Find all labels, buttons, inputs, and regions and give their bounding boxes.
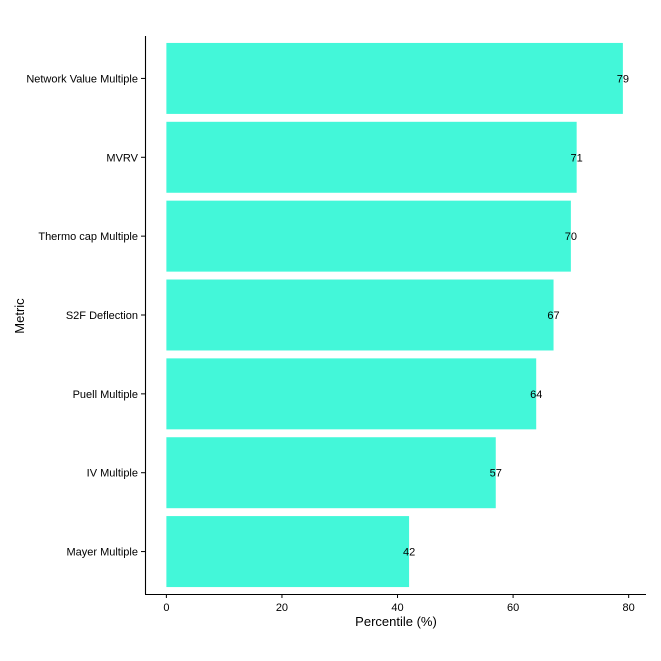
bar-value-label: 71 <box>571 152 583 164</box>
x-tick-label: 0 <box>163 602 169 614</box>
bars-group <box>166 42 623 588</box>
x-tick-label: 60 <box>507 602 519 614</box>
x-tick-label: 80 <box>623 602 635 614</box>
data-labels-group: 79 71 70 67 64 57 42 <box>403 73 629 558</box>
bar <box>166 200 571 272</box>
y-tick-label: Mayer Multiple <box>66 547 138 559</box>
bar <box>166 358 537 430</box>
y-tick-label: Puell Multiple <box>73 389 138 401</box>
y-axis-ticks: Network Value Multiple MVRV Thermo cap Mul… <box>26 73 145 559</box>
bar-value-label: 42 <box>403 547 415 559</box>
y-tick-label: MVRV <box>106 152 138 164</box>
y-tick-label: Thermo cap Multiple <box>38 231 138 243</box>
bar <box>166 279 554 351</box>
x-axis-title: Percentile (%) <box>355 614 437 629</box>
x-axis-ticks: 0 20 40 60 80 <box>163 594 635 614</box>
bar <box>166 437 496 509</box>
y-tick-label: S2F Deflection <box>66 310 138 322</box>
x-tick-label: 20 <box>276 602 288 614</box>
bar <box>166 42 623 114</box>
bar <box>166 516 410 588</box>
bar-value-label: 64 <box>530 389 542 401</box>
y-tick-label: Network Value Multiple <box>26 73 138 85</box>
bar-value-label: 57 <box>490 468 502 480</box>
bar-value-label: 67 <box>547 310 559 322</box>
y-axis-title: Metric <box>12 298 27 334</box>
bar-value-label: 70 <box>565 231 577 243</box>
x-tick-label: 40 <box>391 602 403 614</box>
bar-value-label: 79 <box>617 73 629 85</box>
bar <box>166 121 577 193</box>
y-tick-label: IV Multiple <box>87 468 138 480</box>
